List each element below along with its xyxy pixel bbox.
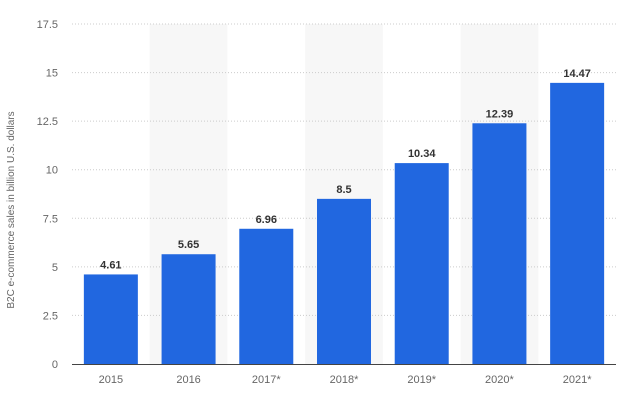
data-label: 8.5 (336, 184, 351, 196)
bar (83, 274, 138, 364)
x-tick-label: 2018* (330, 374, 359, 386)
y-tick-label: 5 (52, 262, 58, 274)
y-tick-label: 12.5 (37, 116, 58, 128)
y-tick-label: 2.5 (43, 310, 58, 322)
y-tick-label: 10 (46, 165, 58, 177)
data-label: 10.34 (408, 148, 436, 160)
bars (83, 82, 605, 365)
bar (317, 198, 371, 364)
x-axis-ticks: 2015 2016 2017* 2018* 2019* 2020* 2021* (99, 374, 593, 386)
data-labels: 4.61 5.65 6.96 8.5 10.34 12.39 14.47 (100, 68, 591, 272)
bar (239, 228, 294, 364)
y-tick-label: 15 (46, 68, 58, 80)
data-label: 14.47 (563, 68, 591, 80)
data-label: 4.61 (100, 259, 121, 271)
y-axis-title: B2C e-commerce sales in billion U.S. dol… (6, 111, 17, 308)
bar (472, 123, 527, 364)
x-tick-label: 2016 (176, 374, 200, 386)
bar (161, 254, 216, 364)
bar (394, 163, 449, 364)
y-axis-ticks: 0 2.5 5 7.5 10 12.5 15 17.5 (37, 19, 58, 371)
x-tick-label: 2017* (252, 374, 281, 386)
x-tick-label: 2020* (485, 374, 514, 386)
data-label: 6.96 (256, 214, 277, 226)
bar (550, 82, 605, 365)
data-label: 12.39 (486, 108, 514, 120)
y-tick-label: 0 (52, 359, 58, 371)
x-tick-label: 2015 (99, 374, 123, 386)
data-label: 5.65 (178, 239, 199, 251)
y-tick-label: 7.5 (43, 213, 58, 225)
x-tick-label: 2019* (407, 374, 436, 386)
y-tick-label: 17.5 (37, 19, 58, 31)
x-tick-label: 2021* (563, 374, 592, 386)
